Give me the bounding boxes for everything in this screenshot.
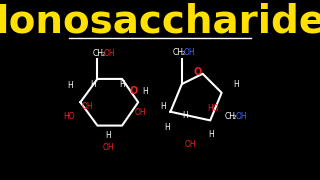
Text: OH: OH [184,48,196,57]
Text: Monosaccharides: Monosaccharides [0,3,320,41]
Text: OH: OH [103,143,114,152]
Text: CH: CH [173,48,184,57]
Text: CH: CH [93,48,104,57]
Text: H: H [164,123,170,132]
Text: OH: OH [236,112,247,121]
Text: H: H [67,81,73,90]
Text: OH: OH [184,140,196,149]
Text: CH: CH [224,112,236,121]
Text: H: H [182,111,188,120]
Text: H: H [208,130,214,139]
Text: OH: OH [135,108,147,117]
Text: OH: OH [104,48,116,57]
Text: O: O [130,86,138,96]
Text: H: H [233,80,239,89]
Text: H: H [90,80,96,89]
Text: H: H [160,102,166,111]
Text: OH: OH [82,102,93,111]
Text: H: H [119,80,124,89]
Text: 2: 2 [233,115,236,120]
Text: O: O [194,67,202,77]
Text: H: H [106,131,111,140]
Text: HO: HO [64,112,75,122]
Text: HO: HO [207,104,219,113]
Text: 2: 2 [182,51,185,56]
Text: H: H [142,87,148,96]
Text: 2: 2 [101,52,105,57]
